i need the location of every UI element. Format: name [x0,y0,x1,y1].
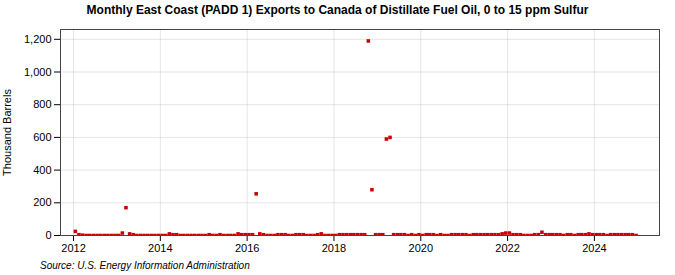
svg-text:2014: 2014 [148,242,172,254]
svg-text:2024: 2024 [582,242,606,254]
svg-text:2016: 2016 [235,242,259,254]
svg-text:2022: 2022 [495,242,519,254]
svg-text:Thousand Barrels: Thousand Barrels [1,89,13,176]
svg-text:2012: 2012 [61,242,85,254]
svg-text:1,200: 1,200 [24,33,52,45]
svg-text:1,000: 1,000 [24,66,52,78]
svg-text:0: 0 [45,229,51,241]
svg-text:800: 800 [33,98,51,110]
html-text:Monthly East Coast (PADD 1) Ex: Monthly East Coast (PADD 1) Exports to C… [86,3,589,17]
html-text:Source: U.S. Energy Informatio: Source: U.S. Energy Information Administ… [40,260,250,271]
svg-text:2020: 2020 [409,242,433,254]
svg-text:400: 400 [33,164,51,176]
svg-text:200: 200 [33,196,51,208]
svg-text:600: 600 [33,131,51,143]
svg-text:2018: 2018 [322,242,346,254]
